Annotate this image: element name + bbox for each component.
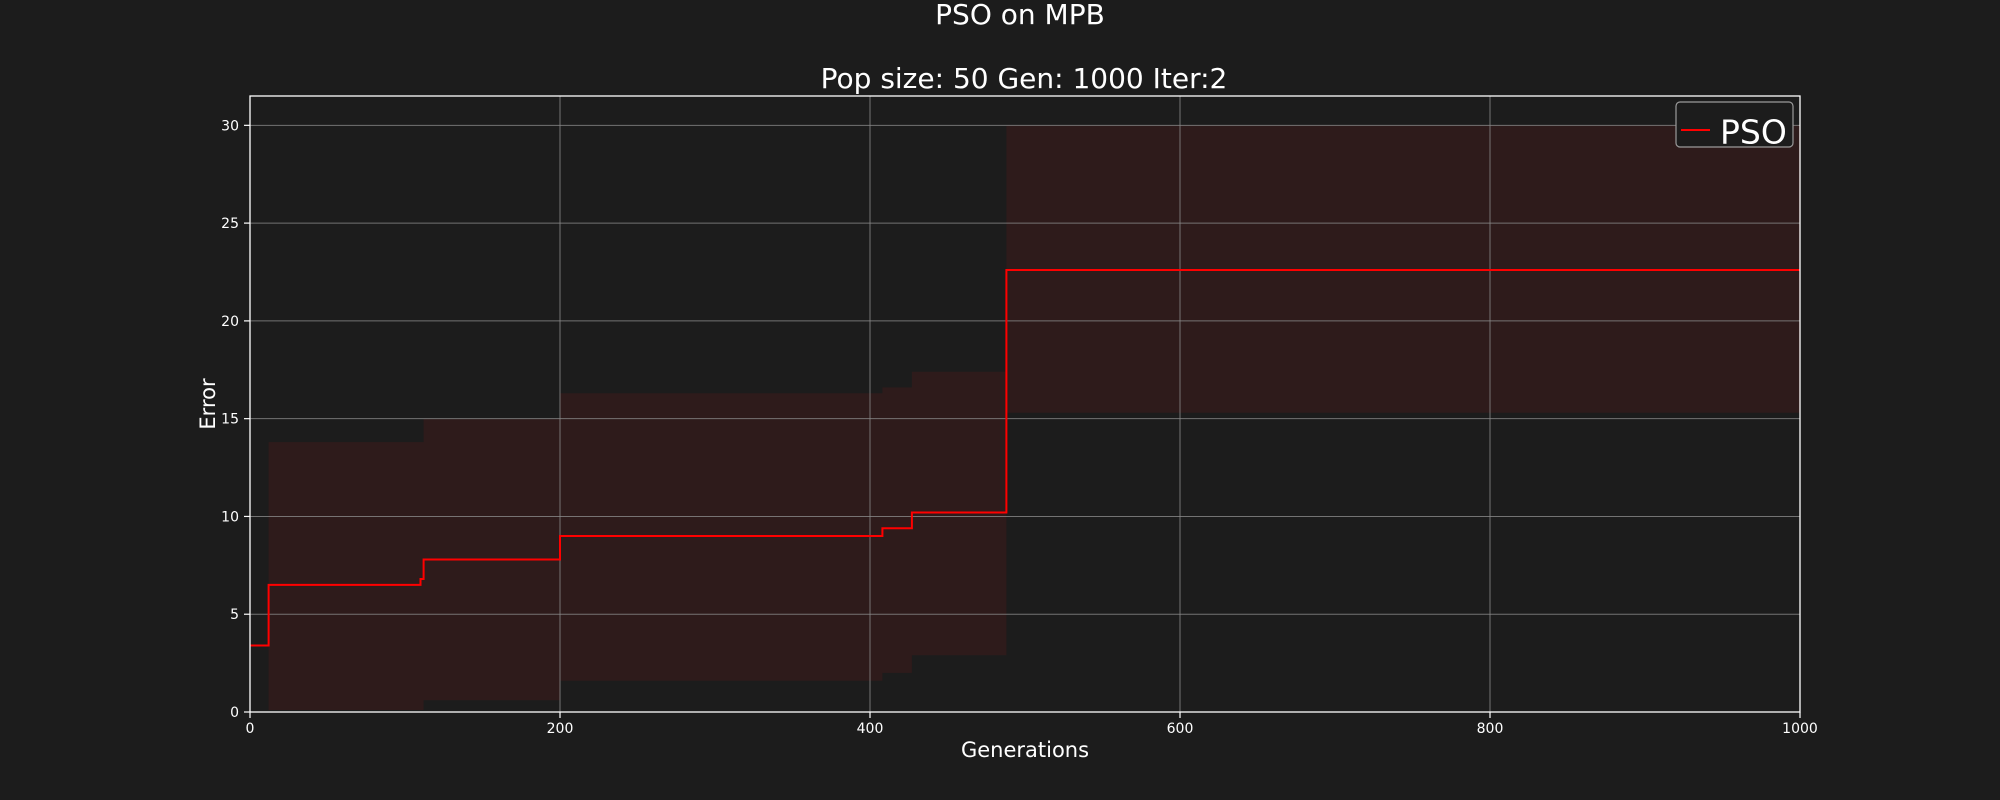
y-tick-label: 0 <box>230 705 239 721</box>
legend: PSO <box>1675 101 1794 152</box>
x-axis-label: Generations <box>961 738 1089 762</box>
grid-layer <box>250 96 1800 712</box>
series-line-pso <box>250 269 1800 647</box>
series-line-layer <box>250 269 1800 647</box>
y-tick-label: 10 <box>221 509 239 525</box>
y-tick-label: 15 <box>221 412 239 428</box>
legend-label-pso: PSO <box>1720 113 1787 152</box>
plot-frame <box>249 95 1801 713</box>
y-axis-label: Error <box>196 378 220 430</box>
legend-box <box>1675 101 1794 148</box>
x-tick-label: 0 <box>246 721 255 737</box>
y-tick-label: 5 <box>230 607 239 623</box>
y-tick-label: 20 <box>221 314 239 330</box>
x-tick-label: 200 <box>547 721 574 737</box>
tick-layer: 0 200 400 600 800 1000 0 5 10 15 20 25 30 <box>221 118 1818 737</box>
x-tick-label: 600 <box>1167 721 1194 737</box>
std-band-pso <box>250 125 1800 711</box>
chart-title: PSO on MPB <box>935 0 1105 31</box>
x-tick-label: 1000 <box>1782 721 1818 737</box>
y-tick-label: 30 <box>221 118 239 134</box>
x-tick-label: 800 <box>1477 721 1504 737</box>
chart-subtitle: Pop size: 50 Gen: 1000 Iter:2 <box>821 62 1228 95</box>
y-tick-label: 25 <box>221 216 239 232</box>
x-tick-label: 400 <box>857 721 884 737</box>
std-band-layer <box>250 125 1800 711</box>
